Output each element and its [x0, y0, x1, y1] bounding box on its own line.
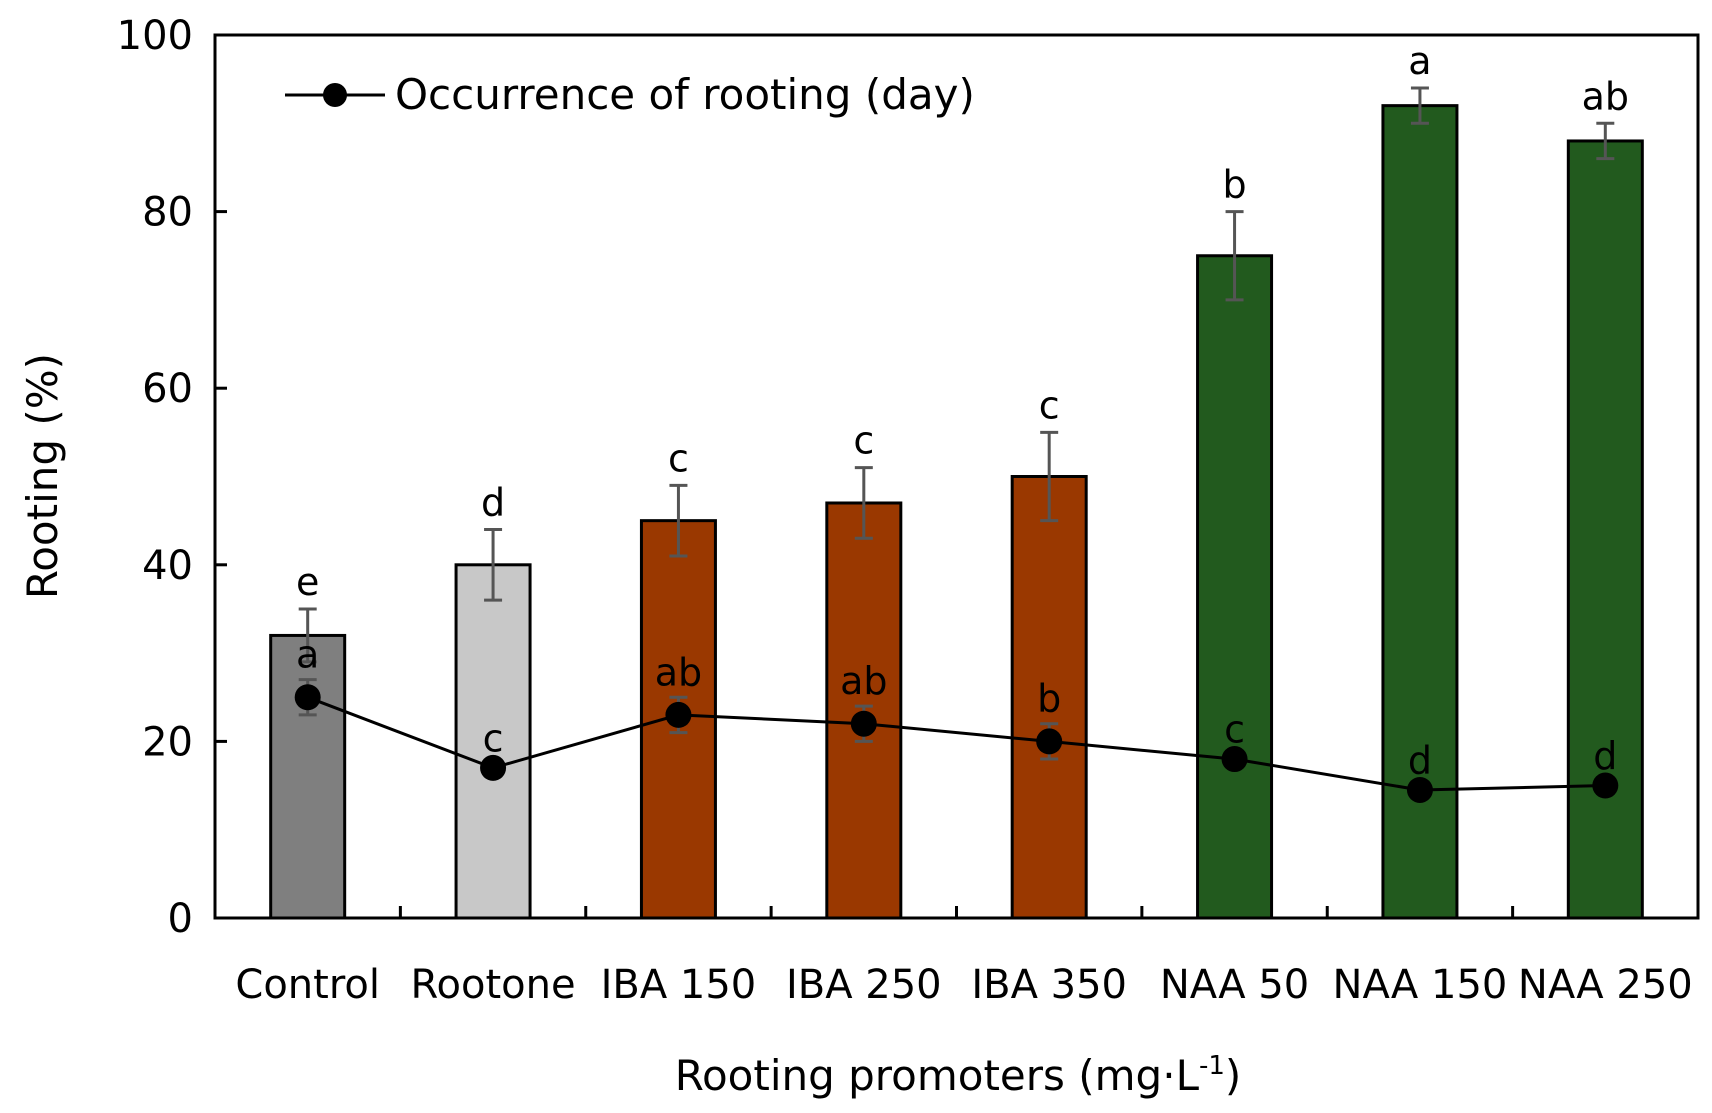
line-significance-label: d	[1408, 739, 1432, 783]
bar-error-bar	[854, 466, 873, 540]
bar-error-bar	[1596, 121, 1615, 161]
line-point	[1406, 776, 1433, 803]
bars-layer	[269, 104, 1644, 920]
x-tick-label: NAA 50	[1160, 962, 1309, 1008]
bar	[1196, 254, 1274, 920]
bar-significance-label: c	[668, 436, 689, 480]
x-axis: Control Rootone IBA 150 IBA 250 IBA 350 NAA 5…	[235, 906, 1693, 1008]
line-significance-label: ab	[840, 659, 887, 703]
x-axis-title-text: Rooting promoters (mg·L	[675, 1051, 1200, 1100]
line-series-path	[307, 695, 1606, 792]
bar-significance-label: a	[1408, 39, 1431, 83]
x-tick-label: Control	[235, 962, 380, 1008]
bar-error-bar	[669, 483, 688, 558]
bar	[1010, 475, 1088, 920]
y-tick-label: 20	[142, 719, 193, 765]
x-tick-label: IBA 350	[971, 962, 1127, 1008]
bar-significance-label: c	[853, 419, 874, 463]
bar-error-bar	[484, 527, 503, 602]
bar	[269, 633, 347, 920]
line-significance-label: d	[1593, 734, 1617, 778]
line-point	[1036, 728, 1063, 755]
y-tick-label: 0	[168, 896, 193, 942]
y-tick-label: 80	[142, 190, 193, 236]
x-tick-label: NAA 250	[1518, 962, 1693, 1008]
x-axis-title-superscript: -1	[1199, 1051, 1225, 1081]
legend-marker-symbol	[323, 83, 347, 107]
line-point	[665, 701, 692, 728]
bar-significance-label: b	[1223, 163, 1247, 207]
bar-errors-layer	[298, 86, 1615, 664]
line-point	[480, 754, 507, 781]
x-tick-label: NAA 150	[1333, 962, 1508, 1008]
legend: Occurrence of rooting (day)	[285, 70, 975, 119]
y-axis: 0 20 40 60 80 100	[117, 13, 227, 942]
line-significance-label: b	[1037, 677, 1061, 721]
bar-significance-layer: e d c c c b a ab	[296, 39, 1629, 604]
line-layer	[294, 684, 1619, 803]
x-axis-title-suffix: )	[1225, 1051, 1241, 1100]
plot-frame	[213, 33, 1700, 920]
bar-significance-label: e	[296, 560, 319, 604]
x-tick-label: IBA 150	[601, 962, 757, 1008]
x-tick-label: IBA 250	[786, 962, 942, 1008]
line-significance-label: c	[1224, 708, 1245, 752]
line-point	[294, 684, 321, 711]
line-significance-layer: a c ab ab b c d d	[296, 633, 1617, 783]
line-point	[1592, 772, 1619, 799]
x-tick-label: Rootone	[411, 962, 576, 1008]
bar-significance-label: d	[481, 480, 505, 524]
line-point	[850, 710, 877, 737]
y-tick-label: 100	[117, 13, 193, 59]
bar-error-bar	[1225, 210, 1244, 302]
line-significance-label: c	[483, 716, 504, 760]
legend-label: Occurrence of rooting (day)	[395, 70, 975, 119]
bar-error-bar	[1040, 430, 1059, 523]
bar	[454, 563, 532, 920]
y-tick-label: 40	[142, 543, 193, 589]
x-axis-title: Rooting promoters (mg·L-1)	[675, 1051, 1242, 1100]
bar	[1566, 139, 1644, 920]
bar-error-bar	[1410, 86, 1429, 125]
bar-significance-label: c	[1039, 383, 1060, 427]
line-significance-label: a	[296, 633, 319, 677]
line-point	[1221, 746, 1248, 773]
bar-error-bar	[298, 607, 317, 664]
y-axis-title: Rooting (%)	[18, 353, 67, 599]
line-significance-label: ab	[655, 650, 702, 694]
y-tick-label: 60	[142, 366, 193, 412]
bar-significance-label: ab	[1582, 74, 1629, 118]
